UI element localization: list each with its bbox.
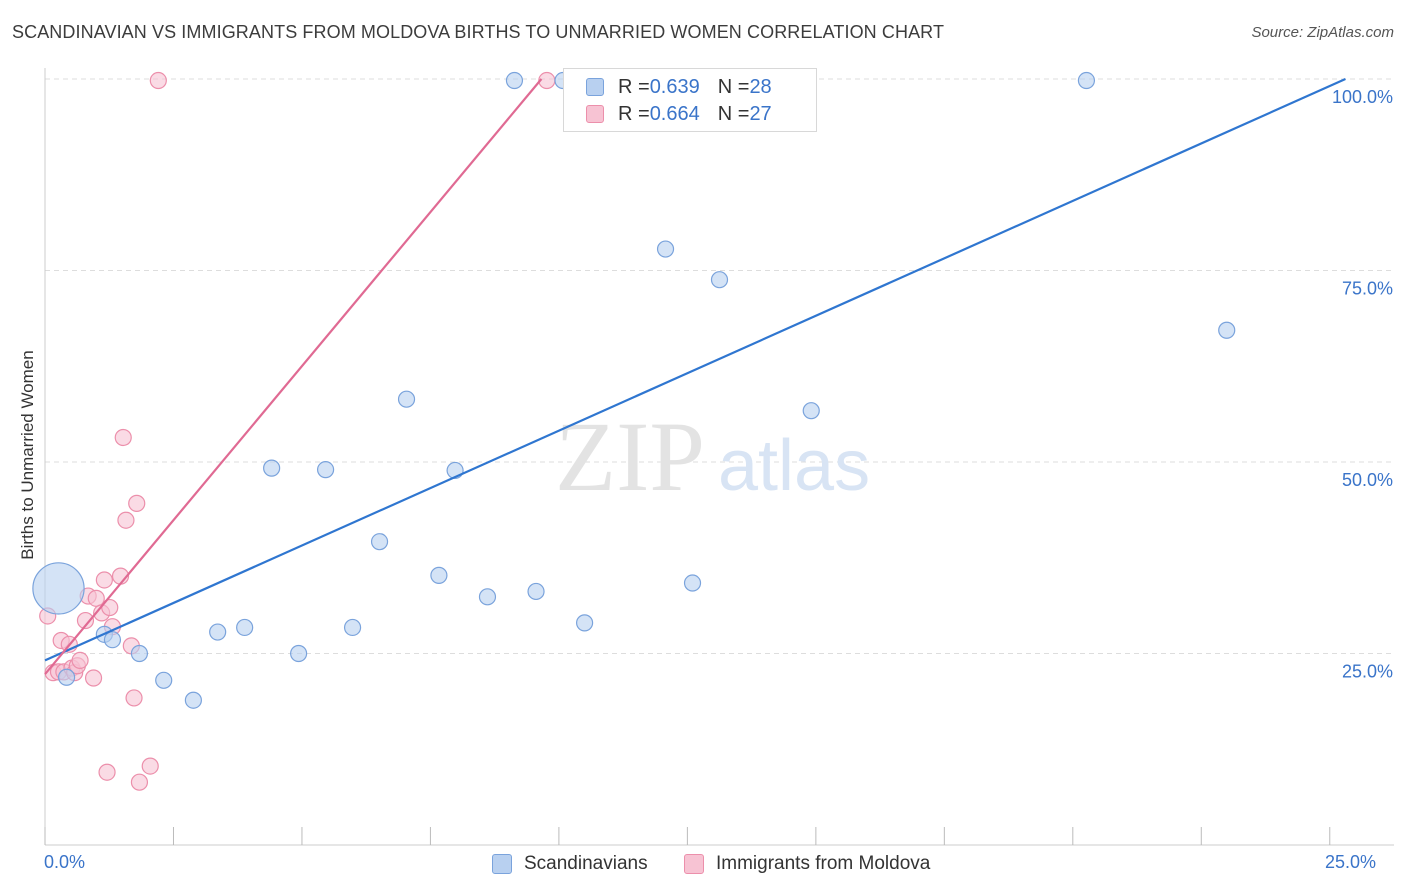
data-point xyxy=(802,402,820,420)
data-point xyxy=(575,614,594,632)
data-point xyxy=(76,611,95,630)
bottom-legend-swatch-pink xyxy=(684,854,704,874)
data-point xyxy=(370,533,389,551)
legend-n-label: N = xyxy=(717,75,750,98)
data-point xyxy=(98,763,116,781)
data-point xyxy=(656,240,675,258)
axes xyxy=(44,68,1394,846)
legend-swatch-blue xyxy=(586,78,604,96)
moldova-points xyxy=(39,71,556,791)
data-point xyxy=(209,623,227,641)
chart-title: SCANDINAVIAN VS IMMIGRANTS FROM MOLDOVA … xyxy=(12,22,945,42)
data-point xyxy=(57,668,76,686)
data-point xyxy=(71,651,89,669)
bottom-legend-label: Scandinavians xyxy=(524,853,648,874)
y-tick-label: 75.0% xyxy=(1342,279,1393,299)
data-point xyxy=(114,428,132,447)
y-tick-labels: 25.0% 50.0% 75.0% 100.0% xyxy=(1332,87,1393,682)
data-point xyxy=(128,494,146,512)
data-point xyxy=(710,271,729,289)
data-point xyxy=(397,390,416,408)
data-point xyxy=(478,588,497,606)
data-point xyxy=(125,689,143,707)
data-point xyxy=(32,562,85,615)
legend-r-value: 0.664 xyxy=(649,102,700,125)
source-credit: Source: ZipAtlas.com xyxy=(1251,24,1394,41)
data-point xyxy=(184,691,202,709)
data-point xyxy=(290,644,308,663)
data-point xyxy=(316,461,335,479)
data-point xyxy=(103,631,122,649)
data-point xyxy=(155,671,173,689)
trendline-moldova xyxy=(44,78,543,675)
grid-lines xyxy=(45,78,1394,654)
y-axis-label: Births to Unmarried Women xyxy=(18,350,37,560)
correlation-legend: R = 0.639 N = 28 R = 0.664 N = 27 xyxy=(563,68,817,132)
data-point xyxy=(117,511,135,529)
data-point xyxy=(149,71,167,90)
bottom-legend-moldova: Immigrants from Moldova xyxy=(684,852,930,876)
legend-swatch-pink xyxy=(586,105,604,123)
legend-n-label: N = xyxy=(717,102,750,125)
data-point xyxy=(263,459,281,477)
x-tick-label-min: 0.0% xyxy=(44,852,86,872)
watermark-zip: ZIP xyxy=(555,401,705,512)
y-tick-label: 50.0% xyxy=(1342,470,1393,490)
data-point xyxy=(1077,71,1096,90)
data-point xyxy=(430,566,448,584)
trendline-scandinavians xyxy=(44,77,1346,662)
watermark-atlas: atlas xyxy=(718,426,870,506)
data-point xyxy=(236,618,254,637)
legend-row-scandinavians: R = 0.639 N = 28 xyxy=(586,75,772,99)
bottom-legend-swatch-blue xyxy=(492,854,512,874)
scandinavian-points xyxy=(32,71,1236,709)
data-point xyxy=(141,757,159,775)
legend-r-label: R = xyxy=(618,75,650,98)
data-point xyxy=(683,574,702,592)
bottom-legend-label: Immigrants from Moldova xyxy=(716,853,931,874)
data-point xyxy=(84,669,103,687)
data-point xyxy=(1218,321,1236,339)
legend-n-value: 28 xyxy=(749,75,772,98)
trendlines xyxy=(44,77,1346,675)
bottom-legend-scandinavians: Scandinavians xyxy=(492,852,648,876)
watermark: ZIP atlas xyxy=(555,401,870,512)
data-point xyxy=(130,773,149,791)
data-point xyxy=(95,571,113,589)
y-tick-label: 100.0% xyxy=(1332,87,1393,107)
y-tick-label: 25.0% xyxy=(1342,662,1393,682)
legend-row-moldova: R = 0.664 N = 27 xyxy=(586,102,772,126)
data-point xyxy=(343,618,362,637)
data-point xyxy=(130,644,149,663)
legend-r-value: 0.639 xyxy=(649,75,700,98)
data-point xyxy=(527,582,545,601)
x-tick-label-max: 25.0% xyxy=(1325,852,1377,872)
legend-n-value: 27 xyxy=(749,102,772,125)
legend-r-label: R = xyxy=(618,102,650,125)
data-point xyxy=(505,71,524,90)
data-point xyxy=(87,589,105,607)
